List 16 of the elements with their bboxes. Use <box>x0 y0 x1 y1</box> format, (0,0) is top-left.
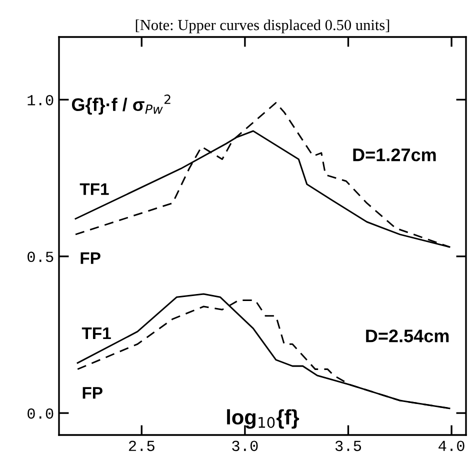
series-label: FP <box>80 252 100 264</box>
annotation: D=2.54cm <box>366 330 449 342</box>
y-tick-label: 1.0 <box>28 94 54 106</box>
series-label: TF1 <box>80 183 109 195</box>
annotation: D=1.27cm <box>353 148 436 162</box>
x-tick-label: 3.0 <box>232 440 258 452</box>
chart-title: [Note: Upper curves displaced 0.50 units] <box>136 19 390 34</box>
x-axis-title: log$_{10}${f} <box>227 409 300 429</box>
y-tick-label: 0.0 <box>28 408 54 419</box>
x-tick-label: 4.0 <box>438 440 464 452</box>
series-label: TF1 <box>82 328 111 340</box>
x-tick-label: 3.5 <box>335 440 362 452</box>
series-label: FP <box>82 387 102 399</box>
y-tick-label: 0.5 <box>28 252 54 262</box>
x-tick-label: 2.5 <box>128 440 154 452</box>
y-axis-title: G{f}·f / σ$_{Pw}$$^{2}$ <box>72 94 170 115</box>
